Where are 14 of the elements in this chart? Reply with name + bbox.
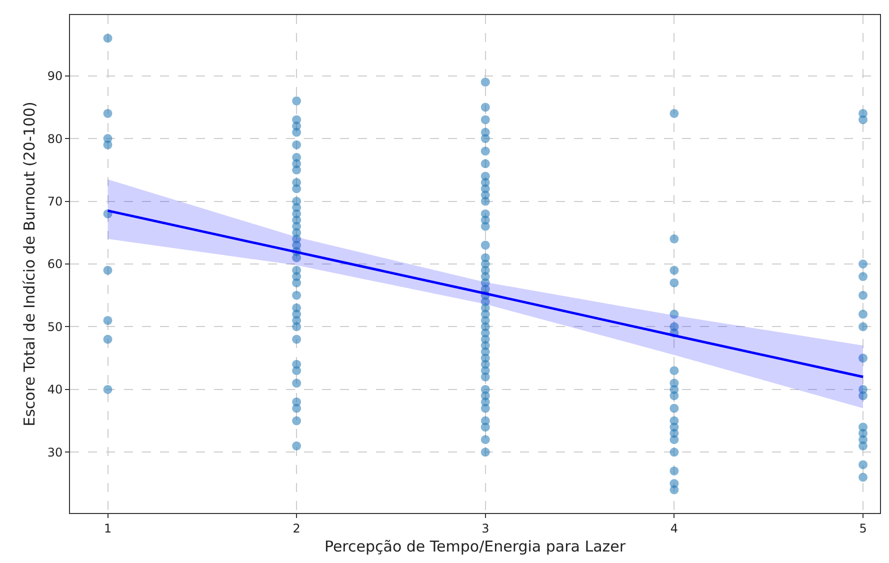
x-tick-label: 2	[292, 521, 300, 536]
y-tick-label: 30	[47, 445, 63, 460]
y-tick-label: 40	[47, 382, 63, 397]
y-tick-label: 60	[47, 257, 63, 272]
y-tick-label: 80	[47, 132, 63, 146]
y-tick-label: 70	[47, 194, 63, 208]
y-axis-title: Escore Total de Indício de Burnout (20-100)	[20, 102, 39, 426]
x-tick-label: 1	[104, 521, 112, 536]
x-tick-label: 3	[482, 521, 490, 536]
y-tick-label: 50	[47, 320, 63, 334]
y-tick-label: 90	[47, 69, 63, 84]
x-tick-label: 4	[670, 521, 678, 536]
x-axis-title: Percepção de Tempo/Energia para Lazer	[324, 537, 626, 556]
x-tick-label: 5	[859, 521, 867, 536]
